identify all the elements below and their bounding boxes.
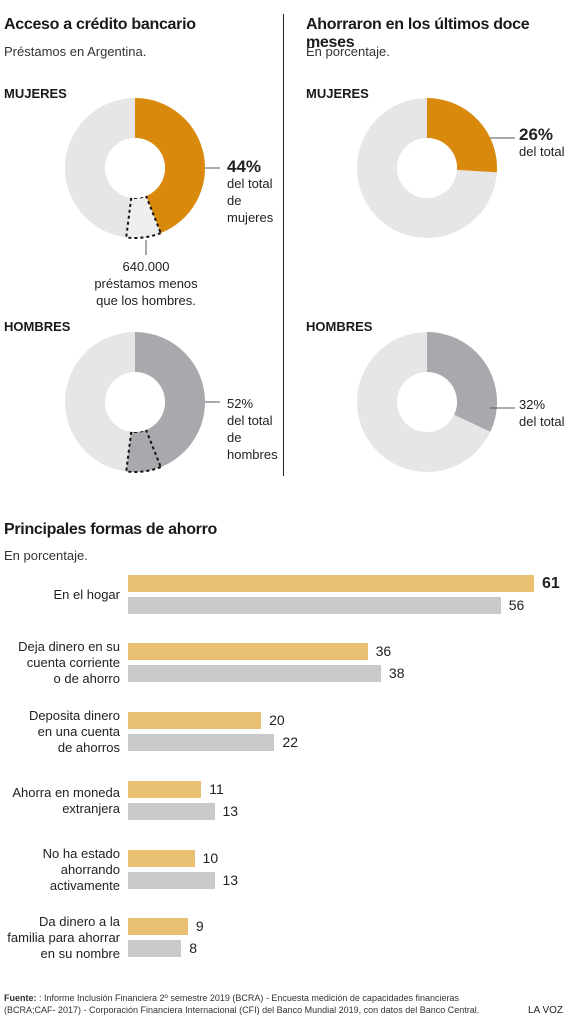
bar-men <box>128 597 501 614</box>
footer-text-2: (BCRA;CAF- 2017) - Corporación Financier… <box>4 1005 480 1015</box>
bar-men <box>128 803 215 820</box>
bar-men <box>128 665 381 682</box>
bar-value-label: 8 <box>189 940 198 956</box>
right-title: Ahorraron en los últimos doce meses <box>306 16 530 51</box>
right-men-value-block: 32% del total <box>519 396 565 430</box>
right-men-ring-hole <box>397 372 457 432</box>
column-divider <box>283 14 284 476</box>
bar-value-label: 56 <box>508 597 525 613</box>
left-men-desc-2: de <box>227 430 242 445</box>
bar-women <box>128 575 534 592</box>
left-men-desc-3: hombres <box>227 447 278 462</box>
bar-women <box>128 643 368 660</box>
left-men-desc-1: del total <box>227 413 273 428</box>
bar-value-label: 38 <box>388 665 405 681</box>
left-women-slice <box>135 98 206 234</box>
left-women-note-2: préstamos menos <box>94 276 198 291</box>
right-subtitle: En porcentaje. <box>306 44 390 59</box>
right-men-value: 32% <box>519 397 546 412</box>
right-men-slice <box>427 332 498 432</box>
left-subtitle: Préstamos en Argentina. <box>4 44 147 59</box>
category-label: Da dinero a la familia para ahorrar en su … <box>7 913 120 961</box>
bar-men <box>128 940 182 957</box>
left-men-label: HOMBRES <box>4 319 71 334</box>
right-men-desc: del total <box>519 414 565 429</box>
right-women-value-block: 26% del total <box>519 126 565 160</box>
left-women-label: MUJERES <box>4 86 67 101</box>
category-label: Deposita dinero en una cuenta de ahorros <box>28 707 120 755</box>
left-women-value: 44% <box>227 157 262 176</box>
bar-value-label: 10 <box>202 850 219 866</box>
brand-logo: LA VOZ <box>528 1005 564 1016</box>
left-women-ring-hole <box>105 138 165 198</box>
bar-value-label: 36 <box>375 643 392 659</box>
left-men-ring-hole <box>105 372 165 432</box>
bar-women <box>128 781 202 798</box>
bar-chart: En el hogar 61 56 Deja dinero en su cuenta c… <box>0 560 569 980</box>
bar-men <box>128 872 215 889</box>
category-label: No ha estado ahorrando activamente <box>42 845 120 893</box>
left-women-desc-3: mujeres <box>227 210 274 225</box>
bar-women <box>128 712 262 729</box>
left-women-note-1: 640.000 <box>122 259 170 274</box>
bar-women <box>128 918 188 935</box>
left-women-gap-marker <box>125 194 163 239</box>
bar-value-label: 11 <box>209 781 224 797</box>
right-women-desc: del total <box>519 144 565 159</box>
category-label: Deja dinero en su cuenta corriente o de ah… <box>18 638 120 686</box>
footer-source: Fuente: : Informe Inclusión Financiera 2… <box>4 992 504 1016</box>
left-men-value: 52% <box>227 396 254 411</box>
donut-charts <box>65 98 515 473</box>
bar-chart-title: Principales formas de ahorro <box>4 521 218 538</box>
left-women-value-block: 44% del total de mujeres <box>227 158 273 226</box>
left-women-desc-1: del total <box>227 176 273 191</box>
left-men-value-block: 52% del total de hombres <box>227 395 278 463</box>
bar-value-label: 22 <box>282 734 298 750</box>
footer-label: Fuente: <box>4 993 37 1003</box>
left-title: Acceso a crédito bancario <box>4 16 196 33</box>
bar-value-label: 13 <box>222 872 239 888</box>
right-women-slice <box>427 98 497 173</box>
bar-chart-subtitle: En porcentaje. <box>4 548 88 563</box>
bar-value-label: 9 <box>195 918 204 934</box>
left-women-note-3: que los hombres. <box>96 293 196 308</box>
left-men-gap-marker <box>125 428 163 473</box>
category-label: Ahorra en moneda extranjera <box>12 784 120 816</box>
bar-value-label: 13 <box>222 803 239 819</box>
right-women-ring-hole <box>397 138 457 198</box>
left-women-desc-2: de <box>227 193 242 208</box>
bar-value-label: 20 <box>269 712 285 728</box>
right-women-value: 26% <box>519 125 554 144</box>
bar-value-label: 61 <box>542 575 560 592</box>
bar-women <box>128 850 195 867</box>
category-label: En el hogar <box>53 586 121 602</box>
footer-text-1: : Informe Inclusión Financiera 2º semest… <box>36 993 459 1003</box>
right-women-label: MUJERES <box>306 86 369 101</box>
right-men-label: HOMBRES <box>306 319 373 334</box>
left-women-note: 640.000 préstamos menos que los hombres. <box>56 258 236 309</box>
bar-men <box>128 734 275 751</box>
